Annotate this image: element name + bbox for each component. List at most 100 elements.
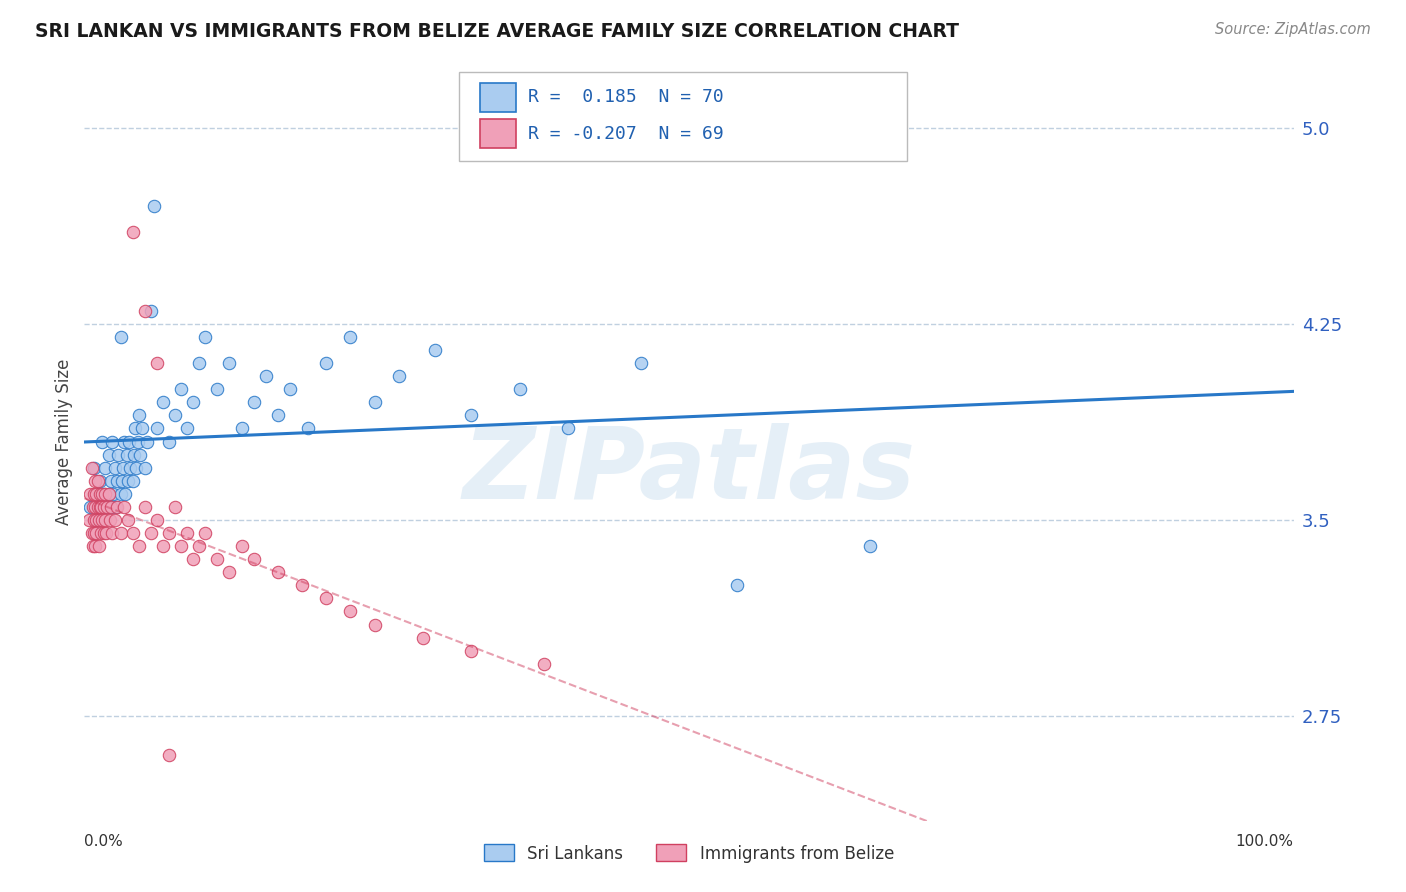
Point <box>118 434 141 449</box>
Point <box>412 631 434 645</box>
Point <box>97 448 120 462</box>
Point <box>242 395 264 409</box>
Point <box>267 409 290 423</box>
Point <box>129 448 152 462</box>
Point <box>127 434 149 449</box>
Point <box>104 513 127 527</box>
FancyBboxPatch shape <box>460 71 907 161</box>
Point <box>152 539 174 553</box>
Point <box>170 539 193 553</box>
Point <box>94 500 117 514</box>
Bar <box>479 120 516 148</box>
Point <box>105 500 128 514</box>
Point <box>176 421 198 435</box>
Point <box>146 421 169 435</box>
Point <box>134 500 156 514</box>
Point <box>87 513 110 527</box>
Point <box>110 526 132 541</box>
Point <box>859 539 882 553</box>
Point <box>165 409 187 423</box>
Point <box>100 500 122 514</box>
Point <box>460 643 482 657</box>
Point <box>100 474 122 488</box>
Point <box>87 539 110 553</box>
Point <box>194 330 217 344</box>
Point <box>103 487 125 501</box>
Point <box>125 460 148 475</box>
Point <box>176 526 198 541</box>
Point <box>84 539 107 553</box>
Point <box>107 448 129 462</box>
Point <box>98 513 121 527</box>
Point <box>165 500 187 514</box>
Point <box>111 474 134 488</box>
Point <box>242 552 264 566</box>
Text: 100.0%: 100.0% <box>1236 834 1294 848</box>
Point <box>82 539 104 553</box>
Point <box>134 460 156 475</box>
Point <box>90 526 112 541</box>
Point <box>110 487 132 501</box>
Point <box>533 657 555 671</box>
Point <box>86 526 108 541</box>
Text: R =  0.185  N = 70: R = 0.185 N = 70 <box>529 88 724 106</box>
Point <box>231 539 253 553</box>
Point <box>194 526 217 541</box>
Point <box>131 421 153 435</box>
Point <box>136 434 159 449</box>
Point <box>120 460 142 475</box>
Point <box>152 395 174 409</box>
Point <box>122 448 145 462</box>
Point <box>86 513 108 527</box>
Point <box>231 421 253 435</box>
Point <box>170 382 193 396</box>
Point <box>101 526 124 541</box>
Point <box>110 330 132 344</box>
Point <box>80 526 103 541</box>
Point <box>139 303 162 318</box>
Point <box>112 460 135 475</box>
Point <box>89 487 111 501</box>
Point <box>134 303 156 318</box>
Point <box>146 356 169 370</box>
Point <box>91 487 114 501</box>
Point <box>267 566 290 580</box>
Point <box>86 500 108 514</box>
Point <box>101 434 124 449</box>
Point <box>84 474 107 488</box>
Point <box>96 500 118 514</box>
Point <box>117 474 139 488</box>
Point <box>104 460 127 475</box>
Point <box>91 500 114 514</box>
Point <box>86 487 108 501</box>
Point <box>157 748 180 763</box>
Point <box>93 526 115 541</box>
Point <box>87 487 110 501</box>
Point <box>128 539 150 553</box>
Point <box>128 409 150 423</box>
Point <box>94 487 117 501</box>
Point <box>630 356 652 370</box>
Point <box>315 591 337 606</box>
Point <box>181 395 204 409</box>
Point <box>188 356 211 370</box>
Bar <box>479 83 516 112</box>
Point <box>388 369 411 384</box>
Point <box>188 539 211 553</box>
Point <box>157 434 180 449</box>
Point <box>117 513 139 527</box>
Point <box>112 434 135 449</box>
Point <box>83 526 105 541</box>
Point <box>207 382 229 396</box>
Point <box>509 382 531 396</box>
Point <box>91 513 114 527</box>
Point <box>89 474 111 488</box>
Point <box>339 330 361 344</box>
Point <box>363 617 385 632</box>
Point <box>207 552 229 566</box>
Point <box>79 500 101 514</box>
Point <box>254 369 277 384</box>
Point <box>94 526 117 541</box>
Point <box>98 500 121 514</box>
Point <box>83 513 105 527</box>
